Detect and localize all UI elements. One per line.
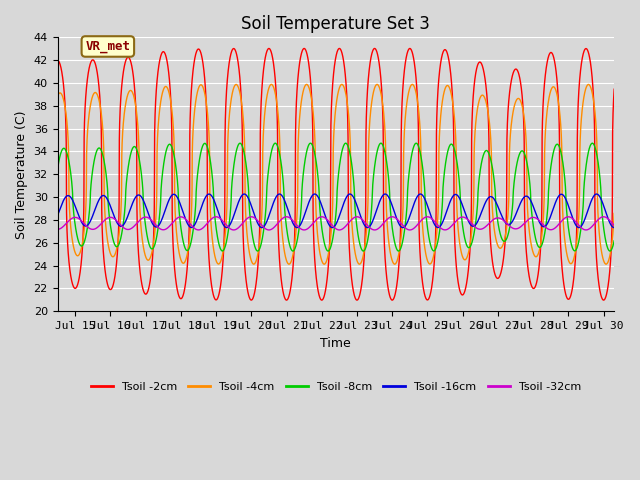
Legend: Tsoil -2cm, Tsoil -4cm, Tsoil -8cm, Tsoil -16cm, Tsoil -32cm: Tsoil -2cm, Tsoil -4cm, Tsoil -8cm, Tsoi… [86,377,586,396]
Tsoil -16cm [266,209,274,215]
Tsoil -2cm [611,86,618,92]
Tsoil -8cm [324,248,332,254]
Title: Soil Temperature Set 3: Soil Temperature Set 3 [241,15,430,33]
Tsoil -8cm [469,235,477,241]
Tsoil -16cm [416,191,424,197]
Tsoil -16cm [469,223,477,229]
Tsoil -2cm [155,64,163,70]
Tsoil -8cm [155,221,163,227]
Tsoil -32cm [511,226,519,232]
Tsoil -4cm [338,82,346,87]
Tsoil -2cm [469,96,477,101]
Text: VR_met: VR_met [85,40,131,53]
Tsoil -8cm [54,167,61,172]
Tsoil -4cm [469,211,477,216]
Tsoil -32cm [469,222,477,228]
Tsoil -16cm [328,225,336,230]
Tsoil -32cm [388,214,396,220]
Tsoil -4cm [155,117,163,123]
Line: Tsoil -8cm: Tsoil -8cm [58,143,614,251]
X-axis label: Time: Time [321,336,351,349]
Tsoil -4cm [388,256,396,262]
Y-axis label: Soil Temperature (C): Soil Temperature (C) [15,110,28,239]
Tsoil -32cm [155,225,163,230]
Tsoil -32cm [416,219,424,225]
Tsoil -32cm [335,227,343,233]
Tsoil -4cm [321,261,328,267]
Tsoil -2cm [511,66,519,72]
Tsoil -2cm [416,245,424,251]
Line: Tsoil -16cm: Tsoil -16cm [58,194,614,228]
Tsoil -16cm [155,223,163,228]
Tsoil -32cm [611,223,618,228]
Tsoil -2cm [318,297,326,303]
Tsoil -4cm [54,93,61,99]
Tsoil -32cm [54,227,61,232]
Line: Tsoil -32cm: Tsoil -32cm [58,217,614,230]
Tsoil -16cm [54,213,61,218]
Tsoil -8cm [266,155,274,161]
Tsoil -8cm [611,238,618,244]
Line: Tsoil -2cm: Tsoil -2cm [58,48,614,300]
Tsoil -8cm [511,169,519,175]
Tsoil -16cm [511,213,519,218]
Tsoil -4cm [266,83,274,88]
Tsoil -4cm [511,99,519,105]
Tsoil -4cm [611,211,618,216]
Tsoil -4cm [416,120,424,126]
Tsoil -8cm [388,219,396,225]
Tsoil -16cm [346,191,354,197]
Tsoil -2cm [54,58,61,63]
Tsoil -32cm [266,227,274,233]
Line: Tsoil -4cm: Tsoil -4cm [58,84,614,264]
Tsoil -2cm [266,47,274,52]
Tsoil -2cm [388,297,396,303]
Tsoil -8cm [416,148,424,154]
Tsoil -16cm [388,201,396,207]
Tsoil -16cm [611,225,618,230]
Tsoil -32cm [318,214,326,220]
Tsoil -2cm [335,46,343,51]
Tsoil -8cm [342,140,349,146]
